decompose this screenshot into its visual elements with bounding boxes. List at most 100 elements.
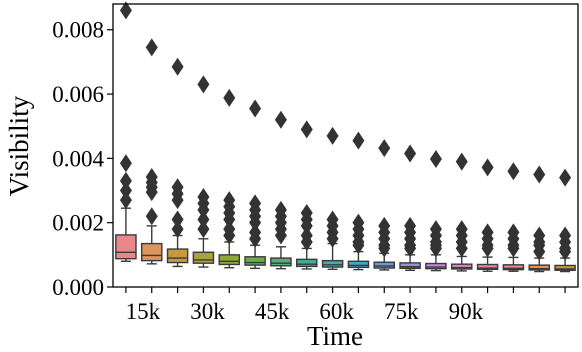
box xyxy=(140,242,163,262)
box xyxy=(192,251,215,264)
outlier-point xyxy=(507,162,520,181)
outlier-point xyxy=(404,239,417,258)
outlier-point xyxy=(197,210,210,229)
outlier-point xyxy=(455,152,468,171)
box-group xyxy=(347,131,370,271)
outlier-point xyxy=(300,216,313,235)
box-group xyxy=(502,162,525,272)
box xyxy=(115,234,137,260)
outlier-point xyxy=(171,210,184,229)
box xyxy=(502,264,525,271)
box xyxy=(244,256,266,266)
x-tick-label: 45k xyxy=(255,299,290,324)
outlier-point xyxy=(171,191,184,210)
outlier-point xyxy=(481,158,494,177)
x-tick-label: 60k xyxy=(319,299,354,324)
box xyxy=(450,263,473,270)
outlier-point xyxy=(145,183,158,202)
outlier-point xyxy=(404,144,417,163)
outlier-point xyxy=(559,168,572,187)
outlier-point xyxy=(197,200,210,219)
box xyxy=(295,258,318,268)
plot-frame xyxy=(112,3,579,288)
outlier-point xyxy=(119,191,132,210)
outlier-point xyxy=(223,210,236,229)
outlier-point xyxy=(300,120,313,139)
box-group xyxy=(321,126,344,271)
box xyxy=(399,262,421,270)
box xyxy=(321,259,344,268)
x-tick-label: 75k xyxy=(384,299,419,324)
outlier-point xyxy=(481,239,494,258)
outlier-point xyxy=(249,229,262,248)
y-axis: 0.000 0.002 0.004 0.006 0.008 xyxy=(52,18,113,300)
outlier-point xyxy=(197,75,210,94)
x-axis: 15k 30k 45k 60k 75k 90k xyxy=(125,287,566,324)
outlier-point xyxy=(119,154,132,173)
box xyxy=(347,260,370,269)
outlier-point xyxy=(171,57,184,76)
boxes-layer xyxy=(115,1,576,273)
x-tick-label: 15k xyxy=(126,299,161,324)
outlier-point xyxy=(145,207,158,226)
outlier-point xyxy=(223,88,236,107)
outlier-point xyxy=(559,242,572,261)
y-axis-label: Visibility xyxy=(4,95,34,196)
box-group xyxy=(192,75,215,268)
box-group xyxy=(140,38,163,265)
box xyxy=(270,257,292,267)
x-tick-label: 90k xyxy=(449,299,484,324)
y-tick-label: 0.008 xyxy=(52,18,104,43)
outlier-point xyxy=(507,239,520,258)
box xyxy=(528,264,551,271)
box-group xyxy=(166,57,189,268)
outlier-point xyxy=(429,239,442,258)
outlier-point xyxy=(119,171,132,190)
y-tick-label: 0.006 xyxy=(52,82,104,107)
outlier-point xyxy=(326,126,339,145)
box-group xyxy=(528,165,551,273)
box-group xyxy=(476,158,499,272)
outlier-point xyxy=(171,220,184,239)
box-group xyxy=(270,110,292,270)
box-group xyxy=(373,139,396,271)
x-axis-label: Time xyxy=(307,321,363,351)
outlier-point xyxy=(326,229,339,248)
box-group xyxy=(218,88,241,269)
y-tick-label: 0.004 xyxy=(52,146,104,171)
box-group xyxy=(554,168,576,273)
box-group xyxy=(295,120,318,270)
box-group xyxy=(115,1,137,262)
box-group xyxy=(244,99,266,270)
outlier-point xyxy=(533,242,546,261)
outlier-point xyxy=(223,226,236,245)
y-tick-label: 0.000 xyxy=(52,275,104,300)
outlier-point xyxy=(249,99,262,118)
outlier-point xyxy=(429,150,442,169)
outlier-point xyxy=(352,131,365,150)
outlier-point xyxy=(455,239,468,258)
box xyxy=(373,261,396,269)
outlier-point xyxy=(378,239,391,258)
outlier-point xyxy=(378,139,391,158)
box xyxy=(218,254,241,266)
outlier-point xyxy=(300,232,313,251)
box xyxy=(166,248,189,264)
outlier-point xyxy=(249,213,262,232)
box-group xyxy=(425,150,447,272)
outlier-point xyxy=(274,226,287,245)
outlier-point xyxy=(197,220,210,239)
box-group xyxy=(450,152,473,272)
outlier-point xyxy=(274,110,287,129)
outlier-point xyxy=(533,165,546,184)
x-tick-label: 30k xyxy=(190,299,225,324)
outlier-point xyxy=(119,1,132,20)
box xyxy=(425,262,447,270)
outlier-point xyxy=(352,236,365,255)
box-group xyxy=(399,144,421,271)
outlier-point xyxy=(145,38,158,57)
y-tick-label: 0.002 xyxy=(52,211,104,236)
outlier-point xyxy=(119,181,132,200)
